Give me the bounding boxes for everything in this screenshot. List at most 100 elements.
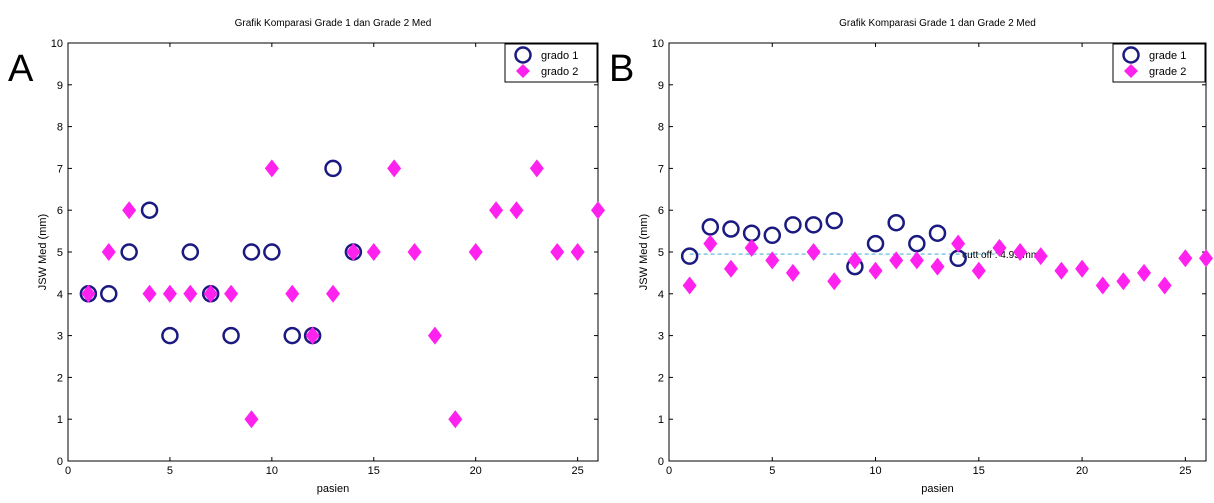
- grade-2-point: [868, 261, 883, 280]
- grade-2-point: [346, 243, 361, 261]
- legend-circle-marker: [514, 46, 532, 64]
- grade-1-point: [784, 216, 802, 234]
- grade-2-point: [1033, 247, 1048, 266]
- x-tick-label: 25: [1179, 465, 1191, 477]
- y-tick-label: 2: [57, 372, 63, 384]
- y-tick-label: 8: [57, 122, 63, 134]
- y-tick-label: 8: [658, 122, 664, 134]
- grade-2-point: [1137, 263, 1152, 282]
- y-tick-label: 6: [658, 205, 664, 217]
- y-axis-label: JSW Med (mm): [37, 214, 49, 290]
- chart-panel-b: B 0 5 10 15 20 25 0 1 2 3 4 5 6 7 8 9 10 Grafik Komparasi…: [607, 0, 1214, 503]
- grade-2-point: [203, 284, 218, 303]
- grade-2-point: [183, 284, 198, 303]
- grade-2-point: [162, 284, 177, 303]
- grade-1-point: [100, 285, 118, 303]
- legend-label-grade-1: grade 1: [1149, 50, 1186, 62]
- y-tick-label: 1: [57, 414, 63, 426]
- grade-2-point: [305, 326, 320, 345]
- grade-2-point: [509, 201, 524, 220]
- y-tick-label: 3: [658, 331, 664, 343]
- grade-2-point: [971, 261, 986, 280]
- x-tick-label: 15: [368, 465, 380, 477]
- plot-area: [67, 42, 599, 462]
- grade-2-point: [951, 234, 966, 253]
- grade-2-point: [1095, 276, 1110, 295]
- y-tick-label: 10: [652, 38, 664, 50]
- grade-2-point: [468, 243, 483, 261]
- grade-1-point: [222, 326, 240, 345]
- x-tick-label: 15: [973, 465, 985, 477]
- panel-label: A: [8, 48, 34, 90]
- x-tick-label: 25: [571, 465, 583, 477]
- scatter-chart-a: 0 5 10 15 20 25 0 1 2 3 4 5 6 7 8 9 10 Grafik Komparasi G…: [37, 18, 605, 495]
- y-tick-label: 9: [57, 80, 63, 92]
- grade-2-point: [1178, 249, 1193, 268]
- chart-title: Grafik Komparasi Grade 1 dan Grade 2 Med: [839, 18, 1036, 29]
- grade-1-point: [887, 213, 905, 232]
- legend-label-grade-1: grado 1: [541, 50, 578, 62]
- grade-2-point: [703, 234, 718, 253]
- chart-panel-a: A 0 5 10 15 20 25 0 1 2 3 4 5 6 7 8 9 10 Grafik Komparasi…: [8, 18, 605, 495]
- grade-2-point: [806, 243, 821, 261]
- grade-2-point: [591, 201, 605, 220]
- grade-1-point: [701, 218, 720, 236]
- legend-diamond-marker: [516, 64, 530, 78]
- y-tick-label: 4: [57, 289, 63, 301]
- cutoff-label: cutt off : 4.95 mm: [962, 250, 1039, 261]
- grade-2-point: [682, 276, 697, 295]
- grade-1-point: [242, 243, 261, 261]
- grade-1-point: [263, 243, 281, 261]
- y-tick-label: 6: [57, 205, 63, 217]
- grade-1-point: [120, 243, 138, 261]
- y-tick-label: 5: [57, 247, 63, 259]
- legend-diamond-marker: [1124, 64, 1138, 78]
- x-tick-label: 20: [1076, 465, 1088, 477]
- y-tick-label: 7: [658, 163, 664, 175]
- grade-2-point: [489, 201, 504, 220]
- y-axis-label: JSW Med (mm): [638, 214, 650, 290]
- grade-2-point: [889, 251, 904, 270]
- grade-2-point: [427, 326, 442, 345]
- grade-1-point: [161, 326, 179, 345]
- legend-label-grade-2: grado 2: [541, 66, 578, 78]
- grade-2-point: [101, 243, 116, 261]
- legend-circle-marker: [1122, 46, 1140, 64]
- grade-2-point: [723, 259, 738, 278]
- y-tick-label: 4: [658, 289, 664, 301]
- grade-2-point: [1013, 243, 1028, 261]
- grade-2-point: [744, 238, 759, 257]
- grade-2-point: [765, 251, 780, 270]
- y-tick-label: 0: [658, 456, 664, 468]
- grade-2-point: [224, 284, 239, 303]
- x-tick-label: 5: [769, 465, 775, 477]
- x-tick-label: 0: [666, 465, 672, 477]
- x-tick-label: 10: [869, 465, 881, 477]
- grade-1-point: [680, 247, 699, 265]
- grade-2-point: [550, 243, 565, 261]
- grade-1-point: [722, 220, 740, 238]
- x-axis-label: pasien: [921, 483, 953, 495]
- grade-2-point: [1157, 276, 1172, 295]
- grade-2-point: [785, 263, 800, 282]
- grade-2-point: [448, 410, 463, 429]
- grade-2-point: [244, 410, 259, 429]
- grade-2-point: [1075, 259, 1090, 278]
- grade-2-point: [1116, 272, 1131, 291]
- x-axis-label: pasien: [317, 483, 349, 495]
- y-tick-label: 1: [658, 414, 664, 426]
- grade-1-point: [804, 216, 823, 234]
- grade-1-point: [324, 159, 342, 178]
- grade-2-point: [122, 201, 137, 220]
- grade-2-point: [285, 284, 300, 303]
- grade-2-point: [407, 243, 422, 261]
- grade-1-point: [825, 211, 843, 230]
- grade-2-point: [909, 251, 924, 270]
- x-tick-label: 10: [266, 465, 278, 477]
- legend-label-grade-2: grade 2: [1149, 66, 1186, 78]
- chart-title: Grafik Komparasi Grade 1 dan Grade 2 Med: [235, 18, 432, 29]
- x-tick-label: 20: [470, 465, 482, 477]
- grade-2-point: [570, 243, 585, 261]
- grade-1-point: [763, 226, 782, 245]
- y-tick-label: 7: [57, 163, 63, 175]
